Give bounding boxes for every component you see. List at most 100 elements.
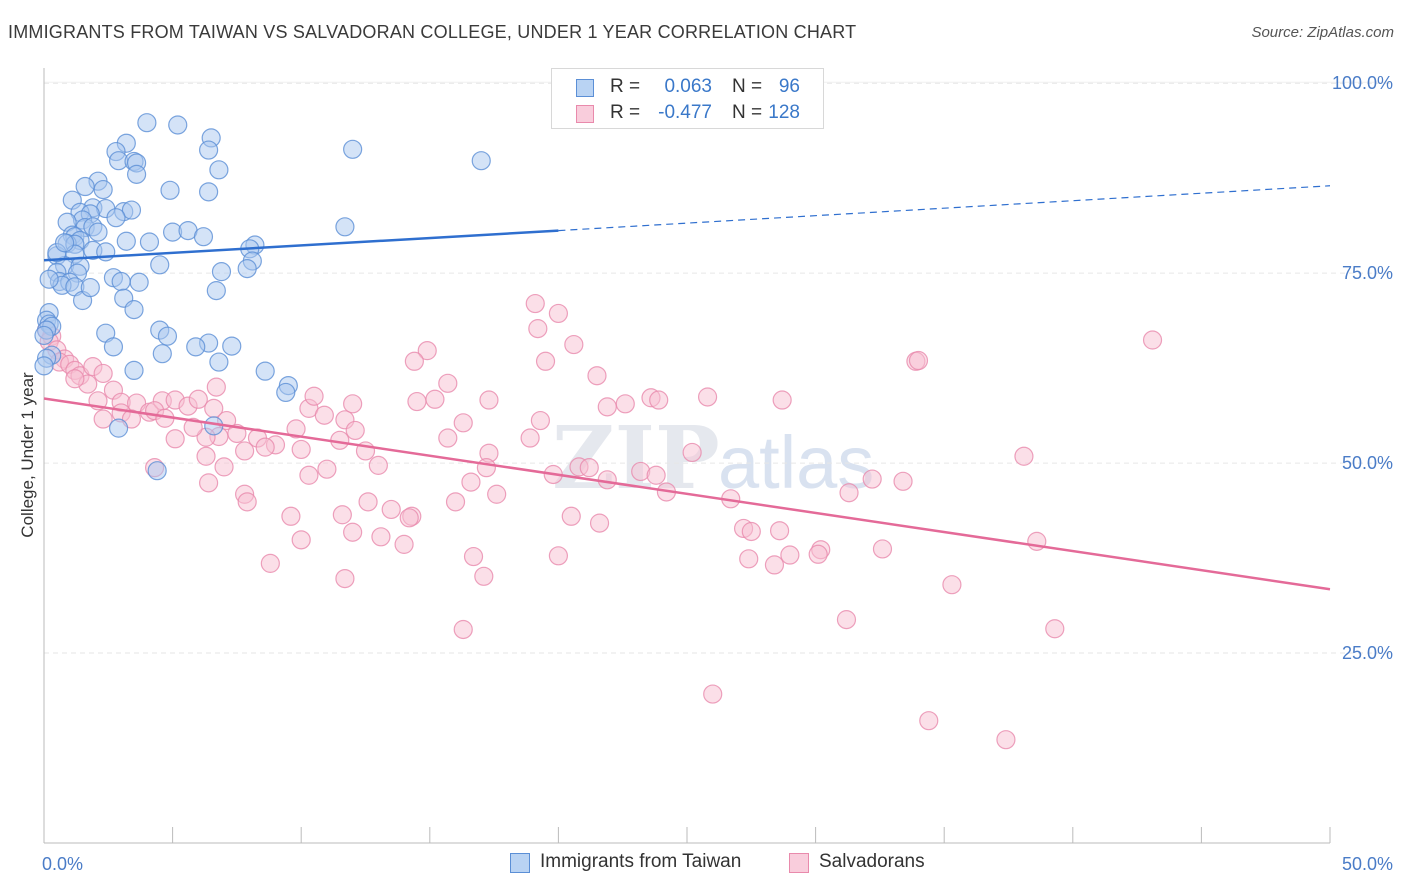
salvadorans-point [183,417,203,437]
taiwan-trend-line [43,229,559,262]
taiwan-point [199,182,219,202]
taiwan-point [39,269,59,289]
r-label: R = [610,102,641,123]
r-label: R = [610,76,641,97]
salvadorans-point [237,492,257,512]
salvadorans-point [93,409,113,429]
taiwan-point [237,258,257,279]
salvadorans-point [381,499,401,520]
salvadorans-point [438,373,458,393]
salvadorans-point [1045,619,1065,639]
taiwan-point [209,160,229,180]
salvadorans-point [597,397,617,417]
salvadorans-point [304,386,324,406]
taiwan-point [129,272,149,292]
n-value: 128 [768,102,800,123]
taiwan-point [126,164,147,184]
taiwan-point [54,233,75,253]
taiwan-points [34,113,491,481]
taiwan-point [80,277,100,298]
taiwan-point [255,361,275,381]
taiwan-point [34,325,54,346]
x-tick-label: 50.0% [1342,854,1393,874]
y-axis-title: College, Under 1 year [18,372,37,538]
salvadorans-point [445,492,466,512]
chart-title: IMMIGRANTS FROM TAIWAN VS SALVADORAN COL… [8,22,857,42]
salvadorans-point [286,419,306,439]
salvadorans-point [579,458,599,478]
salvadorans-point [93,363,113,384]
y-tick-label: 25.0% [1342,643,1393,663]
salvadorans-point [839,483,859,503]
salvadorans-legend-swatch [789,853,809,873]
salvadorans-point [453,619,473,640]
salvadorans-point [343,522,363,542]
taiwan-swatch [576,79,594,97]
salvadorans-point [772,390,792,410]
salvadorans-point [479,390,499,410]
taiwan-point [206,281,226,301]
salvadorans-point [461,472,481,492]
stats-box: R = 0.063 N = 96 R = -0.477 N = 128 [551,68,824,129]
salvadorans-point [589,513,610,533]
stats-row-taiwan: R = 0.063 N = 96 [552,76,825,102]
salvadorans-point [587,366,607,386]
salvadorans-point [345,420,365,441]
salvadorans-point [438,428,458,448]
salvadorans-point [919,711,939,731]
y-tick-label: 50.0% [1342,453,1393,473]
salvadorans-point [281,506,301,526]
taiwan-point [34,356,54,376]
taiwan-point [193,227,214,247]
salvadorans-point [1142,330,1163,350]
salvadorans-point [476,458,496,478]
taiwan-point [93,179,113,200]
salvadorans-point [520,428,540,448]
taiwan-point [150,255,170,275]
taiwan-point [88,222,108,242]
salvadorans-point [739,549,759,569]
taiwan-point [147,461,167,481]
tick-labels: 100.0% 75.0% 50.0% 25.0% 0.0% 50.0% [42,73,1393,874]
salvadorans-point [780,545,800,565]
salvadorans-point [332,505,352,525]
x-tick-label: 0.0% [42,854,83,874]
salvadorans-point [1014,446,1034,466]
salvadorans-point [343,394,363,414]
salvadorans-point [206,377,226,397]
legend-label: Immigrants from Taiwan [540,851,742,872]
salvadorans-point [196,446,216,466]
salvadorans-point [530,410,550,431]
taiwan-point [186,337,206,357]
stats-row-salvadorans: R = -0.477 N = 128 [552,102,825,128]
legend-label: Salvadorans [819,851,925,872]
salvadorans-point [65,369,85,389]
salvadorans-point [291,530,311,550]
taiwan-point [124,300,144,320]
source-label: Source: ZipAtlas.com [1251,24,1394,41]
salvadorans-point [399,508,419,528]
salvadorans-point [862,469,882,489]
taiwan-point [137,113,157,133]
taiwan-point [103,337,124,357]
taiwan-point [152,344,172,364]
salvadorans-point [487,484,507,504]
salvadorans-point [808,544,828,564]
salvadorans-point [453,413,473,433]
taiwan-point [276,382,296,403]
n-label: N = [732,102,763,123]
n-value: 96 [778,76,800,97]
salvadorans-point [697,387,718,407]
salvadorans-point [260,553,280,573]
salvadorans-point [548,546,569,566]
taiwan-point [157,326,178,346]
salvadorans-point [703,684,723,704]
salvadorans-point [317,459,337,479]
salvadorans-point [199,473,219,493]
taiwan-point [124,360,144,381]
salvadorans-point [417,341,437,361]
taiwan-point [211,262,232,282]
salvadorans-point [764,555,785,575]
r-value: -0.477 [658,102,712,123]
